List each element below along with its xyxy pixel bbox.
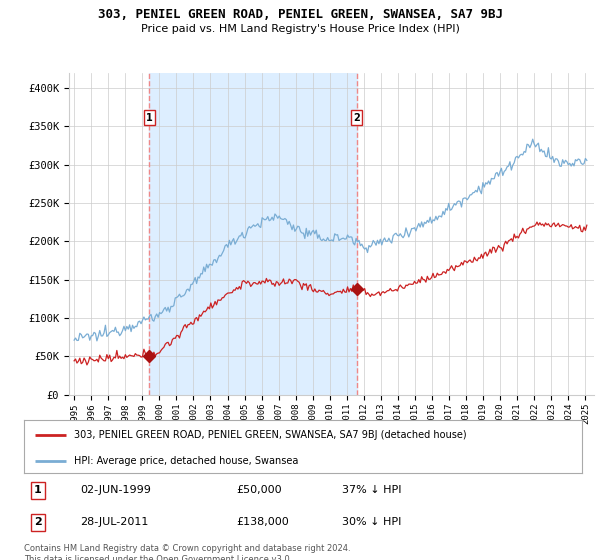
Text: 2: 2 [353,113,360,123]
Text: 02-JUN-1999: 02-JUN-1999 [80,485,151,495]
Text: 1: 1 [34,485,42,495]
Text: £138,000: £138,000 [236,517,289,528]
Text: Price paid vs. HM Land Registry's House Price Index (HPI): Price paid vs. HM Land Registry's House … [140,24,460,34]
Text: £50,000: £50,000 [236,485,281,495]
Text: HPI: Average price, detached house, Swansea: HPI: Average price, detached house, Swan… [74,456,299,466]
Text: 30% ↓ HPI: 30% ↓ HPI [342,517,401,528]
Text: 2: 2 [34,517,42,528]
Text: 37% ↓ HPI: 37% ↓ HPI [342,485,401,495]
Text: 28-JUL-2011: 28-JUL-2011 [80,517,148,528]
Text: 303, PENIEL GREEN ROAD, PENIEL GREEN, SWANSEA, SA7 9BJ (detached house): 303, PENIEL GREEN ROAD, PENIEL GREEN, SW… [74,430,467,440]
Text: 303, PENIEL GREEN ROAD, PENIEL GREEN, SWANSEA, SA7 9BJ: 303, PENIEL GREEN ROAD, PENIEL GREEN, SW… [97,8,503,21]
Text: Contains HM Land Registry data © Crown copyright and database right 2024.
This d: Contains HM Land Registry data © Crown c… [24,544,350,560]
Text: 1: 1 [146,113,153,123]
Bar [149,73,356,395]
